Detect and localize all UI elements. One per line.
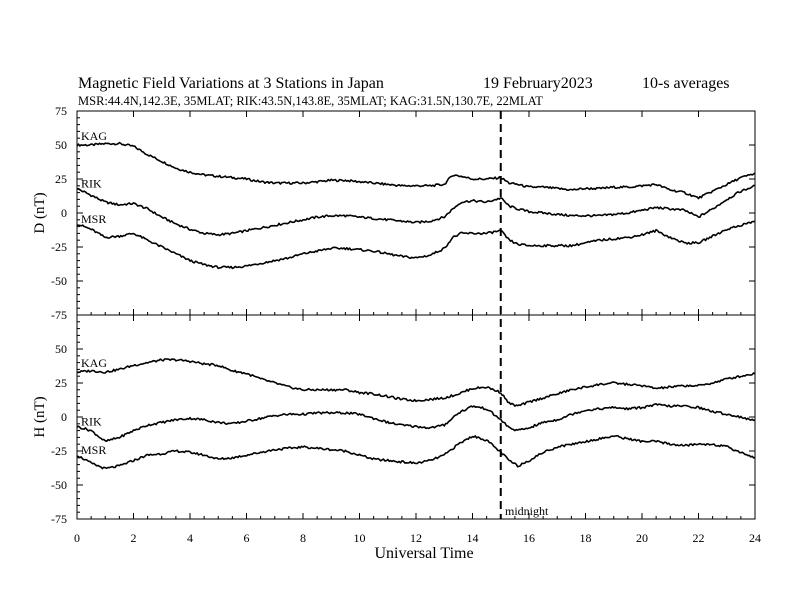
h-label-msr: MSR: [81, 443, 106, 457]
h-axis-label: H (nT): [32, 396, 48, 437]
d-trace-msr: [76, 220, 756, 270]
x-tick-label: 6: [244, 531, 250, 545]
h-y-tick-label: -50: [51, 478, 67, 492]
x-tick-label: 14: [467, 531, 479, 545]
h-y-tick-label: -25: [51, 444, 67, 458]
d-y-tick-label: -75: [51, 308, 67, 322]
x-tick-label: 22: [693, 531, 705, 545]
h-y-tick-label: 0: [61, 410, 67, 424]
h-y-tick-label: -75: [51, 512, 67, 526]
h-label-kag: KAG: [81, 356, 107, 370]
d-label-rik: RIK: [81, 177, 102, 191]
chart-title: Magnetic Field Variations at 3 Stations …: [78, 75, 384, 92]
h-label-rik: RIK: [81, 415, 102, 429]
h-panel: 50 25 0 -25 -50 -75 KAG RIK MSR: [51, 314, 756, 526]
h-trace-msr: [76, 434, 756, 470]
x-tick-label: 2: [131, 531, 137, 545]
d-trace-rik: [76, 184, 756, 237]
x-tick-label: 10: [354, 531, 366, 545]
x-tick-label: 18: [580, 531, 592, 545]
d-plot-frame: [76, 110, 756, 316]
x-tick-label: 12: [410, 531, 422, 545]
x-tick-label: 20: [636, 531, 648, 545]
h-trace-kag: [76, 358, 756, 407]
d-y-tick-label: -50: [51, 274, 67, 288]
h-trace-rik: [76, 402, 756, 443]
x-tick-label: 24: [749, 531, 761, 545]
d-trace-kag: [76, 141, 756, 200]
d-y-tick-label: -25: [51, 240, 67, 254]
h-plot-frame: [76, 314, 756, 520]
chart-date: 19 February2023: [483, 75, 593, 92]
station-info: MSR:44.4N,142.3E, 35MLAT; RIK:43.5N,143.…: [78, 94, 543, 108]
x-tick-label: 8: [300, 531, 306, 545]
d-y-tick-label: 0: [61, 206, 67, 220]
d-label-msr: MSR: [81, 212, 106, 226]
x-tick-label: 0: [74, 531, 80, 545]
h-y-tick-label: 25: [55, 376, 67, 390]
d-axis-label: D (nT): [32, 192, 48, 233]
d-y-tick-label: 25: [55, 172, 67, 186]
x-tick-label: 4: [187, 531, 193, 545]
midnight-label: midnight: [505, 504, 549, 518]
x-axis-label: Universal Time: [374, 545, 473, 562]
d-y-tick-label: 50: [55, 138, 67, 152]
d-label-kag: KAG: [81, 129, 107, 143]
d-y-tick-label: 75: [55, 104, 67, 118]
chart-averaging: 10-s averages: [642, 75, 730, 92]
x-tick-label: 16: [523, 531, 535, 545]
d-panel: 75 50 25 0 -25 -50 -75 KAG RIK MSR: [51, 104, 756, 322]
h-y-tick-label: 50: [55, 342, 67, 356]
x-axis: 0 2 4 6 8 10 12 14 16 18 20 22 24: [74, 111, 761, 545]
